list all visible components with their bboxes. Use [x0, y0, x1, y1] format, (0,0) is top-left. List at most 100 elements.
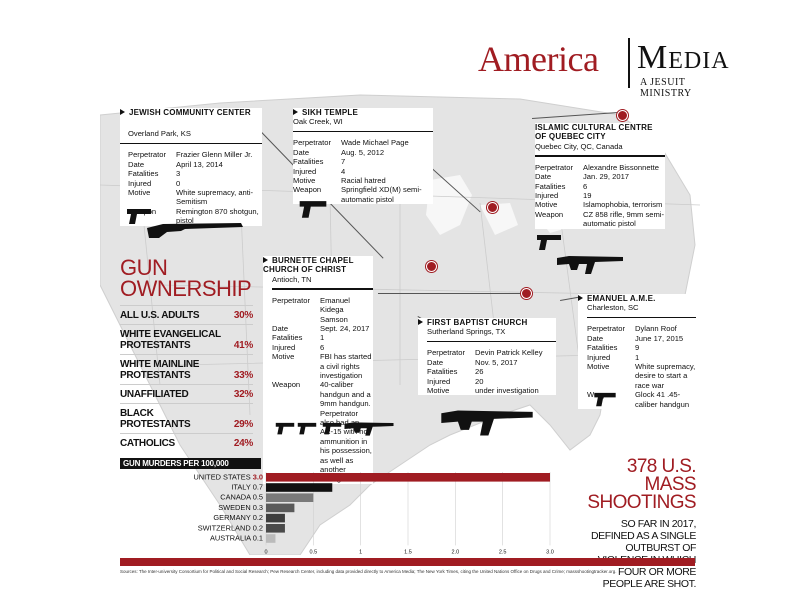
category-label: AUSTRALIA 0.1	[210, 534, 263, 543]
detail-value: 26	[475, 367, 484, 377]
detail-value: 3	[176, 169, 181, 179]
detail-row: Perpetrator Devin Patrick Kelley	[427, 348, 556, 357]
bar	[266, 503, 295, 513]
brand-tagline: A JESUIT MINISTRY	[640, 77, 692, 99]
detail-row: Date Nov. 5, 2017	[427, 358, 556, 367]
detail-value: Aug. 5, 2012	[341, 147, 385, 157]
pistol-icon	[297, 422, 317, 435]
ownership-title-2: OWNERSHIP	[120, 276, 252, 301]
detail-row: Fatalities 6	[535, 182, 665, 191]
card-location: Sutherland Springs, TX	[427, 327, 506, 337]
detail-row: Injured 0	[128, 179, 262, 188]
detail-value: Islamophobia, terrorism	[583, 200, 663, 210]
detail-row: Fatalities 7	[293, 157, 433, 166]
detail-row: Motive White supremacy, anti-Semitism	[128, 188, 262, 207]
ownership-label: UNAFFILIATED	[120, 389, 189, 400]
ownership-row: WHITE EVANGELICAL PROTESTANTS 41%	[120, 324, 253, 354]
ownership-row: BLACK PROTESTANTS 29%	[120, 403, 253, 433]
x-tick-label: 2.0	[452, 549, 460, 555]
detail-value: 1	[635, 352, 640, 362]
incident-card-quebec: ISLAMIC CULTURAL CENTRE OF QUEBEC CITY Q…	[535, 123, 665, 229]
detail-row: Injured 20	[427, 377, 556, 386]
category-label: UNITED STATES 3.0	[193, 472, 263, 481]
incident-card-sikh: SIKH TEMPLE Oak Creek, WI Perpetrator Wad…	[293, 108, 433, 205]
rifle-icon	[441, 410, 533, 436]
card-title: JEWISH COMMUNITY CENTER	[129, 108, 251, 117]
detail-value: Devin Patrick Kelley	[475, 348, 543, 358]
location-dot-burnette	[521, 288, 532, 299]
detail-value: White supremacy, desire to start a race …	[635, 361, 696, 390]
detail-value: 6	[583, 181, 588, 191]
card-rule	[293, 130, 433, 133]
category-label: CANADA 0.5	[220, 493, 263, 502]
detail-value: Wade Michael Page	[341, 138, 409, 148]
detail-label: Perpetrator	[427, 348, 465, 358]
detail-row: Weapon CZ 858 rifle, 9mm semi-automatic p…	[535, 210, 665, 229]
detail-row: Fatalities 9	[587, 343, 696, 352]
incident-card-burnette: BURNETTE CHAPEL CHURCH OF CHRIST Antioch…	[263, 256, 373, 484]
detail-label: Fatalities	[535, 181, 566, 191]
ownership-label: WHITE MAINLINE PROTESTANTS	[120, 359, 200, 381]
pointer-icon	[263, 257, 268, 263]
detail-value: Remington 870 shotgun, pistol	[176, 206, 259, 226]
ownership-percent: 29%	[233, 419, 253, 430]
pistol-icon	[322, 422, 342, 435]
card-location: Overland Park, KS	[128, 129, 191, 139]
ownership-label: WHITE EVANGELICAL PROTESTANTS	[120, 329, 221, 351]
detail-row: Injured 4	[293, 167, 433, 176]
bar	[266, 534, 276, 543]
brand-america: America	[478, 39, 599, 79]
detail-label: Date	[535, 172, 552, 182]
shotgun-icon	[147, 223, 243, 238]
pointer-icon	[293, 109, 298, 115]
detail-label: Perpetrator	[293, 138, 331, 148]
detail-value: Sept. 24, 2017	[320, 323, 370, 333]
detail-row: Perpetrator Dylann Roof	[587, 324, 696, 333]
detail-row: Date June 17, 2015	[587, 334, 696, 343]
detail-row: Perpetrator Frazier Glenn Miller Jr.	[128, 150, 262, 159]
detail-label: Date	[293, 147, 310, 157]
detail-row: Injured 19	[535, 191, 665, 200]
category-label: GERMANY 0.2	[213, 513, 263, 522]
detail-label: Motive	[587, 361, 610, 371]
detail-value: Springfield XD(M) semi-automatic pistol	[341, 185, 422, 204]
detail-value: 19	[583, 190, 592, 200]
detail-label: Injured	[272, 342, 296, 352]
detail-label: Date	[427, 357, 444, 367]
detail-label: Motive	[293, 175, 316, 185]
card-rule	[272, 288, 373, 290]
incident-card-firstbaptist: FIRST BAPTIST CHURCH Sutherland Springs,…	[418, 318, 556, 396]
brand-divider	[628, 38, 630, 88]
detail-value: Frazier Glenn Miller Jr.	[176, 150, 253, 160]
bar	[266, 473, 550, 482]
detail-row: Injured 6	[272, 343, 373, 352]
card-rows: Perpetrator Emanuel Kidega Samson Date Sept…	[272, 296, 373, 484]
x-tick-label: 2.5	[499, 549, 507, 555]
detail-value: June 17, 2015	[635, 333, 684, 343]
card-location: Antioch, TN	[272, 274, 312, 284]
ownership-row: ALL U.S. ADULTS 30%	[120, 305, 253, 324]
pistol-icon	[127, 209, 151, 224]
ownership-percent: 24%	[233, 438, 253, 449]
detail-row: Date Sept. 24, 2017	[272, 324, 373, 333]
pointer-icon	[418, 319, 423, 325]
mass-title-2: SHOOTINGS	[587, 492, 696, 513]
detail-value: CZ 858 rifle, 9mm semi-automatic pistol	[583, 209, 665, 229]
detail-row: Fatalities 3	[128, 169, 262, 178]
pistol-icon	[275, 422, 295, 435]
detail-row: Fatalities 26	[427, 367, 556, 376]
bar	[266, 483, 333, 492]
location-dot-sikh	[487, 202, 498, 213]
card-rule	[427, 340, 556, 343]
detail-value: 4	[341, 166, 346, 176]
detail-row: Date April 13, 2014	[128, 160, 262, 169]
detail-row: Motive Racial hatred	[293, 176, 433, 185]
detail-label: Motive	[128, 187, 151, 197]
card-title: EMANUEL A.M.E.	[587, 294, 656, 303]
card-location: Quebec City, QC, Canada	[535, 141, 623, 151]
ownership-row: UNAFFILIATED 32%	[120, 384, 253, 403]
detail-row: Motive FBI has started a civil rights inv…	[272, 352, 373, 380]
detail-row: Weapon Springfield XD(M) semi-automatic p…	[293, 185, 433, 204]
mass-description: SO FAR IN 2017, DEFINED AS A SINGLE OUTB…	[590, 518, 696, 590]
detail-label: Fatalities	[272, 333, 303, 343]
